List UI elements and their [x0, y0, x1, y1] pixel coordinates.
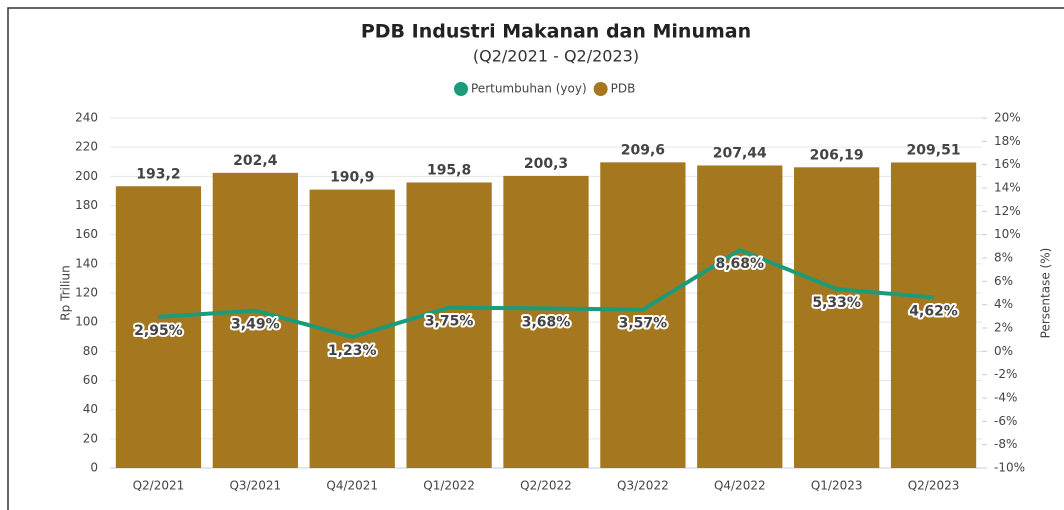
x-tick-label: Q4/2022: [714, 479, 766, 493]
bar: [503, 175, 589, 469]
line-value-label: 8,68%: [715, 256, 764, 272]
y-tick-label: 20: [83, 431, 98, 445]
y-tick-label: 120: [75, 286, 98, 300]
bar-value-label: 193,2: [136, 166, 180, 182]
y2-tick-label: 18%: [994, 134, 1021, 148]
y2-tick-label: 6%: [994, 274, 1013, 288]
line-value-label: 3,75%: [425, 314, 474, 330]
y2-tick-label: 20%: [994, 111, 1021, 125]
y2-tick-label: 0%: [994, 344, 1013, 358]
y-tick-label: 200: [75, 169, 98, 183]
frame: [7, 7, 1064, 510]
bar-value-label: 206,19: [810, 147, 864, 163]
y2-tick-label: -8%: [994, 437, 1017, 451]
bar: [890, 162, 977, 468]
line-value-label: 2,95%: [134, 323, 183, 339]
bar-value-label: 202,4: [233, 153, 278, 169]
x-tick-label: Q2/2021: [133, 479, 185, 493]
x-tick-label: Q1/2022: [423, 479, 475, 493]
y-tick-label: 60: [83, 373, 98, 387]
chart-title: PDB Industri Makanan dan Minuman: [361, 21, 751, 43]
chart-subtitle: (Q2/2021 - Q2/2023): [473, 47, 639, 66]
y2-tick-label: 12%: [994, 204, 1021, 218]
y-tick-label: 240: [75, 111, 98, 125]
bar: [794, 167, 880, 468]
y2-tick-label: 2%: [994, 321, 1013, 335]
y-tick-label: 40: [83, 402, 98, 416]
legend-label: Pertumbuhan (yoy): [471, 82, 587, 96]
legend-label: PDB: [611, 82, 636, 96]
x-tick-label: Q1/2023: [811, 479, 863, 493]
line-value-label: 3,49%: [231, 317, 280, 333]
line-value-label: 5,33%: [812, 295, 861, 311]
x-tick-label: Q3/2021: [229, 479, 281, 493]
y2-tick-label: 4%: [994, 297, 1013, 311]
legend-marker: [454, 82, 468, 96]
y-tick-label: 100: [75, 315, 98, 329]
x-tick-label: Q4/2021: [326, 479, 378, 493]
bar: [115, 186, 202, 468]
line-value-label: 1,23%: [328, 343, 377, 359]
bar-value-label: 195,8: [427, 162, 471, 178]
y-tick-label: 220: [75, 140, 98, 154]
y-tick-label: 180: [75, 198, 98, 212]
y-axis-title: Rp Triliun: [59, 265, 73, 320]
x-tick-label: Q2/2023: [908, 479, 960, 493]
y-tick-label: 160: [75, 227, 98, 241]
bar: [406, 182, 492, 469]
bar-value-label: 207,44: [713, 145, 767, 161]
y2-tick-label: -2%: [994, 367, 1017, 381]
line-value-label: 3,57%: [619, 316, 668, 332]
bar-value-label: 209,51: [907, 142, 961, 158]
bar: [600, 162, 686, 469]
y2-tick-label: -6%: [994, 414, 1017, 428]
bar-value-label: 209,6: [621, 142, 665, 158]
line-value-label: 4,62%: [909, 303, 958, 319]
bar-value-label: 200,3: [524, 156, 568, 172]
y-tick-label: 80: [83, 344, 98, 358]
y2-tick-label: 14%: [994, 181, 1021, 195]
y-tick-label: 140: [75, 256, 98, 270]
legend-marker: [593, 82, 608, 96]
x-tick-label: Q3/2022: [617, 479, 669, 493]
x-tick-label: Q2/2022: [520, 479, 572, 493]
y2-tick-label: 8%: [994, 251, 1013, 265]
y-tick-label: 0: [90, 461, 98, 475]
line-value-label: 3,68%: [522, 314, 571, 330]
bar: [697, 165, 783, 468]
bar-value-label: 190,9: [330, 170, 374, 186]
y2-tick-label: -4%: [994, 391, 1017, 405]
y2-tick-label: 10%: [994, 227, 1021, 241]
y2-tick-label: 16%: [994, 157, 1021, 171]
y2-tick-label: -10%: [994, 461, 1025, 475]
line: [158, 248, 934, 339]
y2-axis-title: Persentase (%): [1039, 248, 1053, 339]
